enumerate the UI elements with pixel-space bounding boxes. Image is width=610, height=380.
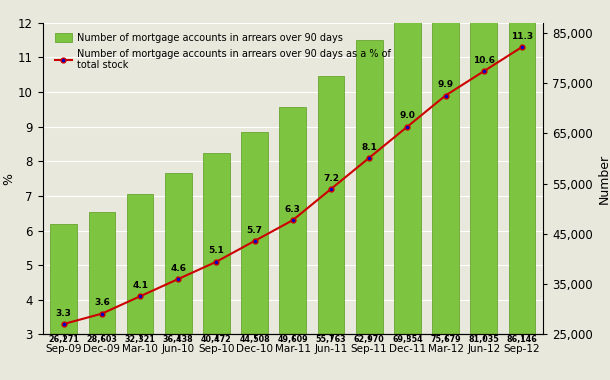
Text: 7.2: 7.2 — [323, 174, 339, 183]
Text: 75,679: 75,679 — [430, 335, 461, 344]
Text: 28,603: 28,603 — [87, 335, 117, 344]
Text: 36,438: 36,438 — [163, 335, 193, 344]
Legend: Number of mortgage accounts in arrears over 90 days, Number of mortgage accounts: Number of mortgage accounts in arrears o… — [52, 31, 393, 72]
Text: 62,970: 62,970 — [354, 335, 384, 344]
Y-axis label: Number: Number — [598, 154, 610, 204]
Text: 44,508: 44,508 — [239, 335, 270, 344]
Text: 69,354: 69,354 — [392, 335, 423, 344]
Text: 26,271: 26,271 — [48, 335, 79, 344]
Text: 6.3: 6.3 — [285, 205, 301, 214]
Text: 86,146: 86,146 — [506, 335, 537, 344]
Bar — [318, 76, 345, 334]
Text: 32,321: 32,321 — [124, 335, 156, 344]
Text: 81,035: 81,035 — [468, 335, 499, 344]
Bar — [470, 0, 497, 334]
Text: 10.6: 10.6 — [473, 56, 495, 65]
Text: 4.6: 4.6 — [170, 264, 186, 273]
Text: 5.1: 5.1 — [209, 247, 224, 255]
Text: 49,609: 49,609 — [278, 335, 308, 344]
Bar — [88, 212, 115, 334]
Bar — [509, 0, 535, 334]
Bar — [432, 0, 459, 334]
Bar — [279, 107, 306, 334]
Bar — [127, 194, 154, 334]
Text: 5.7: 5.7 — [246, 226, 263, 235]
Text: 9.9: 9.9 — [437, 80, 454, 89]
Bar — [51, 224, 77, 334]
Bar — [165, 173, 192, 334]
Bar — [241, 133, 268, 334]
Text: 40,472: 40,472 — [201, 335, 232, 344]
Bar — [394, 8, 421, 334]
Text: 8.1: 8.1 — [361, 142, 377, 152]
Text: 4.1: 4.1 — [132, 281, 148, 290]
Text: 9.0: 9.0 — [400, 111, 415, 120]
Bar — [203, 153, 230, 334]
Bar — [356, 40, 382, 334]
Y-axis label: %: % — [2, 173, 15, 185]
Text: 11.3: 11.3 — [511, 32, 533, 41]
Text: 55,763: 55,763 — [315, 335, 346, 344]
Text: 3.6: 3.6 — [94, 298, 110, 307]
Text: 3.3: 3.3 — [56, 309, 71, 318]
